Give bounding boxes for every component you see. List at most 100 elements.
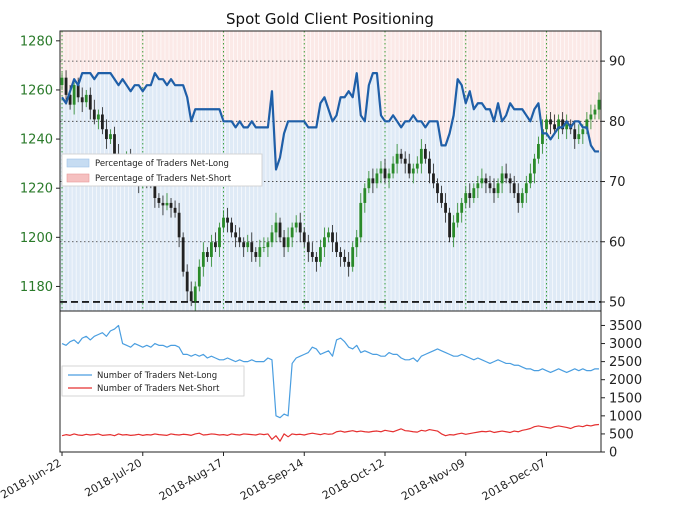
net-short-pct-stripe [64, 31, 68, 104]
net-long-pct-stripe [455, 79, 460, 311]
left-tick-label: 1180 [20, 280, 53, 295]
price-candle-body [423, 148, 427, 159]
net-short-pct-stripe [593, 31, 597, 152]
price-candle-body [68, 94, 72, 105]
net-short-pct-stripe [282, 31, 286, 134]
left-tick-label: 1220 [20, 182, 53, 197]
net-long-pct-stripe [342, 97, 347, 311]
net-short-pct-stripe [141, 31, 145, 92]
price-candle-body [589, 114, 593, 120]
price-candle-body [169, 202, 173, 208]
net-short-pct-stripe [363, 31, 367, 122]
net-short-pct-stripe [443, 31, 448, 146]
net-short-pct-stripe [229, 31, 234, 122]
net-long-pct-stripe [435, 121, 440, 312]
price-candle-body [266, 242, 270, 248]
net-long-pct-stripe [411, 115, 415, 311]
price-candle-body [88, 94, 92, 110]
net-long-pct-stripe [112, 79, 117, 311]
x-tick-label: 2018-Oct-12 [320, 456, 386, 502]
net-long-pct-stripe [391, 115, 395, 311]
net-short-pct-stripe [250, 31, 254, 122]
net-long-pct-stripe [504, 115, 508, 311]
right-tick-label: 70 [609, 175, 626, 190]
net-long-pct-stripe [92, 79, 97, 311]
price-candle-body [60, 77, 64, 86]
net-long-pct-stripe [439, 145, 444, 311]
net-short-pct-stripe [278, 31, 282, 158]
net-long-pct-stripe [476, 103, 480, 312]
net-short-pct-stripe [104, 31, 109, 74]
price-candle-body [597, 99, 601, 110]
left-tick-label: 1200 [20, 231, 53, 246]
net-short-pct-stripe [213, 31, 218, 110]
net-short-pct-stripe [488, 31, 492, 110]
net-short-pct-stripe [387, 31, 391, 122]
net-long-pct-stripe [338, 97, 343, 311]
price-candle-body [387, 173, 391, 179]
net-long-pct-stripe [593, 151, 597, 311]
price-candle-body [359, 202, 363, 238]
price-candle-body [355, 237, 359, 248]
price-candle-body [516, 193, 520, 203]
net-short-pct-stripe [431, 31, 436, 122]
legend-label-net-short-pct: Percentage of Traders Net-Short [95, 174, 232, 184]
net-short-pct-stripe [241, 31, 246, 128]
net-long-pct-stripe [185, 97, 189, 311]
net-long-pct-stripe [577, 121, 581, 312]
net-long-pct-stripe [266, 127, 270, 311]
price-candle-body [553, 124, 556, 130]
net-short-pct-stripe [132, 31, 137, 86]
net-short-pct-stripe [455, 31, 460, 80]
price-candle-body [472, 188, 476, 199]
net-short-pct-stripe [459, 31, 464, 86]
net-long-pct-stripe [120, 79, 125, 311]
net-long-pct-stripe [201, 109, 206, 311]
net-long-pct-stripe [314, 127, 319, 311]
net-long-pct-stripe [104, 73, 109, 311]
price-candle-body [197, 266, 201, 287]
price-candle-body [157, 198, 161, 203]
net-short-pct-stripe [512, 31, 516, 110]
price-candle-body [468, 193, 472, 199]
net-short-pct-stripe [185, 31, 189, 98]
net-short-pct-stripe [399, 31, 403, 128]
net-short-pct-stripe [375, 31, 379, 74]
count-tick-label: 1500 [609, 391, 642, 406]
net-short-pct-stripe [290, 31, 294, 122]
net-long-pct-stripe [233, 127, 238, 311]
net-long-pct-stripe [96, 73, 101, 311]
x-tick-label: 2018-Jul-20 [82, 456, 144, 499]
net-short-pct-stripe [161, 31, 165, 80]
price-candle-body [270, 232, 274, 243]
net-short-pct-stripe [556, 31, 561, 128]
net-short-pct-stripe [334, 31, 339, 116]
price-candle-body [294, 222, 298, 228]
price-candle-body [84, 94, 88, 103]
net-short-pct-stripe [355, 31, 359, 74]
net-long-pct-stripe [205, 109, 210, 311]
price-candle-body [573, 129, 577, 140]
price-candle-body [193, 286, 197, 302]
price-candle-body [262, 247, 266, 248]
price-candle-body [432, 173, 435, 184]
net-short-pct-stripe [262, 31, 266, 128]
net-long-pct-stripe [141, 91, 145, 311]
net-long-pct-stripe [403, 121, 407, 312]
net-short-pct-stripe [112, 31, 117, 80]
net-long-pct-stripe [367, 85, 371, 312]
net-short-pct-stripe [92, 31, 97, 80]
net-long-pct-stripe [334, 115, 339, 311]
net-short-pct-stripe [330, 31, 335, 122]
net-short-pct-stripe [516, 31, 520, 110]
price-candle-body [492, 188, 496, 194]
net-short-pct-stripe [233, 31, 238, 128]
price-candle-body [524, 183, 528, 194]
net-short-pct-stripe [128, 31, 133, 92]
net-long-pct-stripe [556, 127, 561, 311]
price-candle-body [173, 207, 177, 213]
net-short-pct-stripe [500, 31, 504, 122]
net-short-pct-stripe [189, 31, 193, 122]
left-tick-label: 1240 [20, 133, 53, 148]
net-short-pct-stripe [80, 31, 84, 74]
